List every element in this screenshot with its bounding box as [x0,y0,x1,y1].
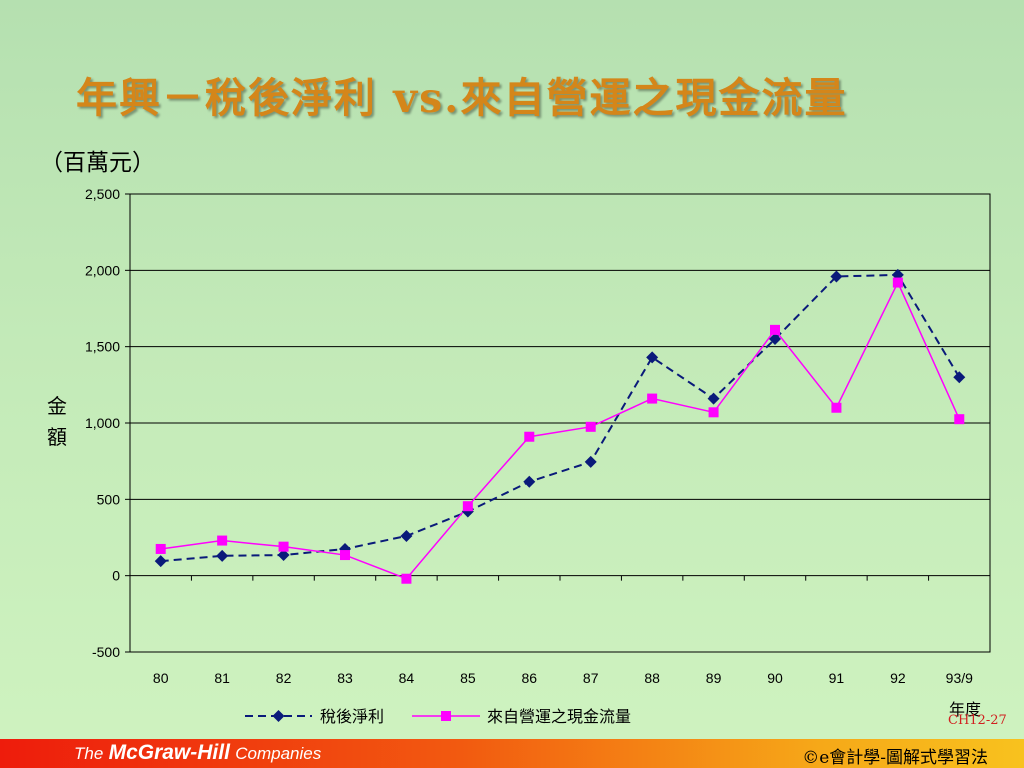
net-income-point [707,392,720,405]
unit-label: （百萬元） [40,150,155,176]
footer-bar: The McGraw-Hill Companies ©e會計學-圖解式學習法 [0,739,1024,768]
net-income-point [216,549,229,562]
y-tick-label: 1,000 [85,415,120,431]
cash-flow-point [770,324,780,335]
x-axis-tick-labels: 80 81 82 83 84 85 86 87 88 89 90 91 92 93/9 [153,670,973,686]
x-tick-label: 82 [276,670,292,686]
x-tick-label: 87 [583,670,599,686]
cash-flow-point [647,393,658,404]
series-markers [154,268,966,584]
y-tick-label: 2,000 [85,262,120,278]
net-income-point [277,549,290,562]
y-tick-label: 500 [97,491,121,507]
y-axis-label-char: 金 [47,394,67,418]
y-tick-label: 1,500 [85,339,120,355]
publisher-prefix: The [74,744,104,763]
cash-flow-point [892,277,903,288]
x-tick-label: 89 [706,670,722,686]
net-income-point [154,555,167,568]
copyright-text: ©e會計學-圖解式學習法 [802,748,988,768]
series-lines [160,273,961,580]
x-tick-label: 86 [521,670,537,686]
net-income-point [646,351,659,364]
gridlines [130,269,990,577]
x-tick-label: 90 [767,670,783,686]
y-tick-label: 0 [112,568,120,584]
net-income-point [584,455,597,468]
x-tick-label: 80 [153,670,169,686]
publisher-logo: The McGraw-Hill Companies [74,741,321,765]
x-tick-label: 83 [337,670,353,686]
cash-flow-point [217,535,228,546]
cash-flow-point [585,421,596,432]
cash-flow-point [831,402,842,413]
cash-flow-line [160,280,960,580]
slide-title: 年興－稅後淨利 vs.來自營運之現金流量 [76,74,848,122]
net-income-point [830,270,843,283]
publisher-name: McGraw-Hill [108,741,230,764]
page-number: CH12-27 [948,713,1007,728]
cash-flow-point [462,501,473,512]
net-income-point [523,475,536,488]
y-axis-ticks: -500 0 500 1,000 1,500 2,000 2,500 [85,186,130,660]
legend-net-income-marker [272,710,285,722]
x-axis-label: 年度 [949,700,981,719]
legend-cash-flow-marker [441,711,451,721]
legend-net-income-label: 稅後淨利 [320,707,384,726]
x-tick-label: 92 [890,670,906,686]
y-axis-label: 金額 [47,394,67,449]
x-axis-tick-marks [129,575,991,581]
x-tick-label: 81 [214,670,230,686]
publisher-suffix: Companies [235,744,322,763]
cash-flow-point [401,573,412,584]
y-tick-label: -500 [92,644,120,660]
net-income-point [400,529,413,542]
cash-flow-point [524,431,535,442]
legend-cash-flow-label: 來自營運之現金流量 [487,707,631,726]
x-tick-label: 84 [399,670,415,686]
cash-flow-point [708,407,719,418]
x-tick-label: 85 [460,670,476,686]
y-axis-label-char: 額 [47,425,67,449]
legend: 稅後淨利 來自營運之現金流量 [245,707,631,726]
y-tick-label: 2,500 [85,186,120,202]
cash-flow-point [155,543,166,554]
x-tick-label: 93/9 [946,670,973,686]
cash-flow-point [340,550,350,561]
x-tick-label: 88 [644,670,660,686]
cash-flow-point [278,541,289,552]
cash-flow-point [954,414,965,425]
net-income-point [953,371,966,384]
net-income-line [160,273,961,563]
x-tick-label: 91 [829,670,845,686]
net-income-point [769,333,781,346]
